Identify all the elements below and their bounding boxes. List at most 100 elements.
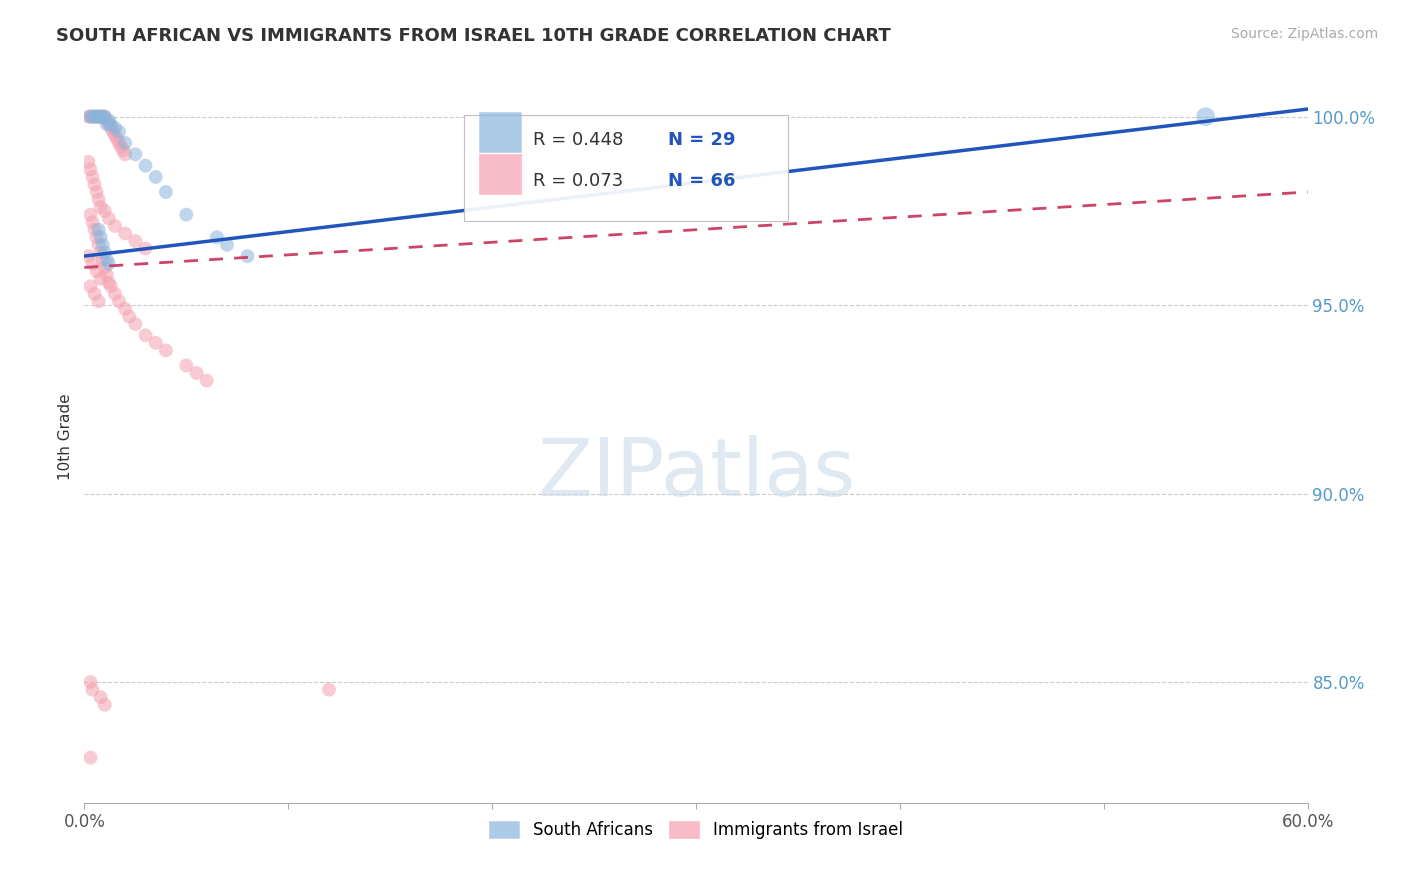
Point <box>82 110 104 124</box>
Point <box>86 110 108 124</box>
Point <box>97 117 120 131</box>
Point <box>100 117 122 131</box>
Point <box>1195 110 1218 124</box>
Point <box>236 249 259 263</box>
Point <box>118 310 141 324</box>
Text: R = 0.073: R = 0.073 <box>533 172 623 190</box>
Point <box>97 113 120 128</box>
Point <box>90 245 112 260</box>
Point <box>96 252 118 267</box>
Point <box>135 328 157 343</box>
Point <box>87 110 110 124</box>
Point <box>93 203 115 218</box>
Point <box>82 215 104 229</box>
Point <box>174 359 197 373</box>
Point <box>114 136 136 150</box>
Point <box>87 193 110 207</box>
Point <box>105 132 128 146</box>
Point <box>108 125 131 139</box>
Point <box>77 110 100 124</box>
Point <box>86 264 108 278</box>
Point <box>93 110 115 124</box>
Point <box>79 110 101 124</box>
Point <box>90 690 112 705</box>
Point <box>104 128 127 143</box>
Point <box>145 335 167 350</box>
Point <box>90 110 112 124</box>
Point <box>100 120 122 135</box>
Point <box>91 252 114 267</box>
Point <box>145 169 167 184</box>
FancyBboxPatch shape <box>464 115 787 221</box>
Point <box>96 117 118 131</box>
Point <box>93 110 115 124</box>
Point <box>87 110 110 124</box>
Point <box>83 178 105 192</box>
Point <box>82 169 104 184</box>
Point <box>79 750 101 764</box>
Point <box>93 698 115 712</box>
Point <box>104 286 127 301</box>
Text: N = 66: N = 66 <box>668 172 735 190</box>
Point <box>104 120 127 135</box>
Point <box>124 317 146 331</box>
Point <box>79 162 101 177</box>
Point <box>97 257 120 271</box>
Point <box>195 374 218 388</box>
Point <box>124 234 146 248</box>
Point <box>96 268 118 282</box>
Text: SOUTH AFRICAN VS IMMIGRANTS FROM ISRAEL 10TH GRADE CORRELATION CHART: SOUTH AFRICAN VS IMMIGRANTS FROM ISRAEL … <box>56 27 891 45</box>
Point <box>82 110 104 124</box>
FancyBboxPatch shape <box>479 154 522 194</box>
Point <box>79 279 101 293</box>
Point <box>108 136 131 150</box>
Point <box>217 237 239 252</box>
Point <box>83 286 105 301</box>
FancyBboxPatch shape <box>479 112 522 152</box>
Point <box>90 230 112 244</box>
Point <box>87 223 110 237</box>
Point <box>100 279 122 293</box>
Point <box>77 154 100 169</box>
Point <box>114 227 136 241</box>
Point <box>77 249 100 263</box>
Point <box>90 110 112 124</box>
Point <box>87 237 110 252</box>
Point <box>79 208 101 222</box>
Point <box>318 682 340 697</box>
Point <box>110 140 132 154</box>
Point <box>90 271 112 285</box>
Point <box>87 294 110 309</box>
Point <box>108 294 131 309</box>
Point <box>91 110 114 124</box>
Point <box>82 682 104 697</box>
Point <box>155 185 177 199</box>
Point <box>82 257 104 271</box>
Point <box>91 110 114 124</box>
Point <box>86 230 108 244</box>
Point <box>83 223 105 237</box>
Text: Source: ZipAtlas.com: Source: ZipAtlas.com <box>1230 27 1378 41</box>
Point <box>86 185 108 199</box>
Text: N = 29: N = 29 <box>668 130 735 149</box>
Point <box>155 343 177 358</box>
Point <box>114 147 136 161</box>
Point <box>93 245 115 260</box>
Point <box>96 113 118 128</box>
Point <box>83 110 105 124</box>
Legend: South Africans, Immigrants from Israel: South Africans, Immigrants from Israel <box>482 814 910 846</box>
Point <box>104 219 127 233</box>
Point <box>114 301 136 316</box>
Point <box>135 159 157 173</box>
Point <box>90 200 112 214</box>
Point <box>97 276 120 290</box>
Point <box>83 110 105 124</box>
Point <box>186 366 208 380</box>
Point <box>97 211 120 226</box>
Text: ZIPatlas: ZIPatlas <box>537 434 855 513</box>
Y-axis label: 10th Grade: 10th Grade <box>58 393 73 481</box>
Point <box>174 208 197 222</box>
Point <box>205 230 228 244</box>
Point <box>101 125 124 139</box>
Point <box>135 242 157 256</box>
